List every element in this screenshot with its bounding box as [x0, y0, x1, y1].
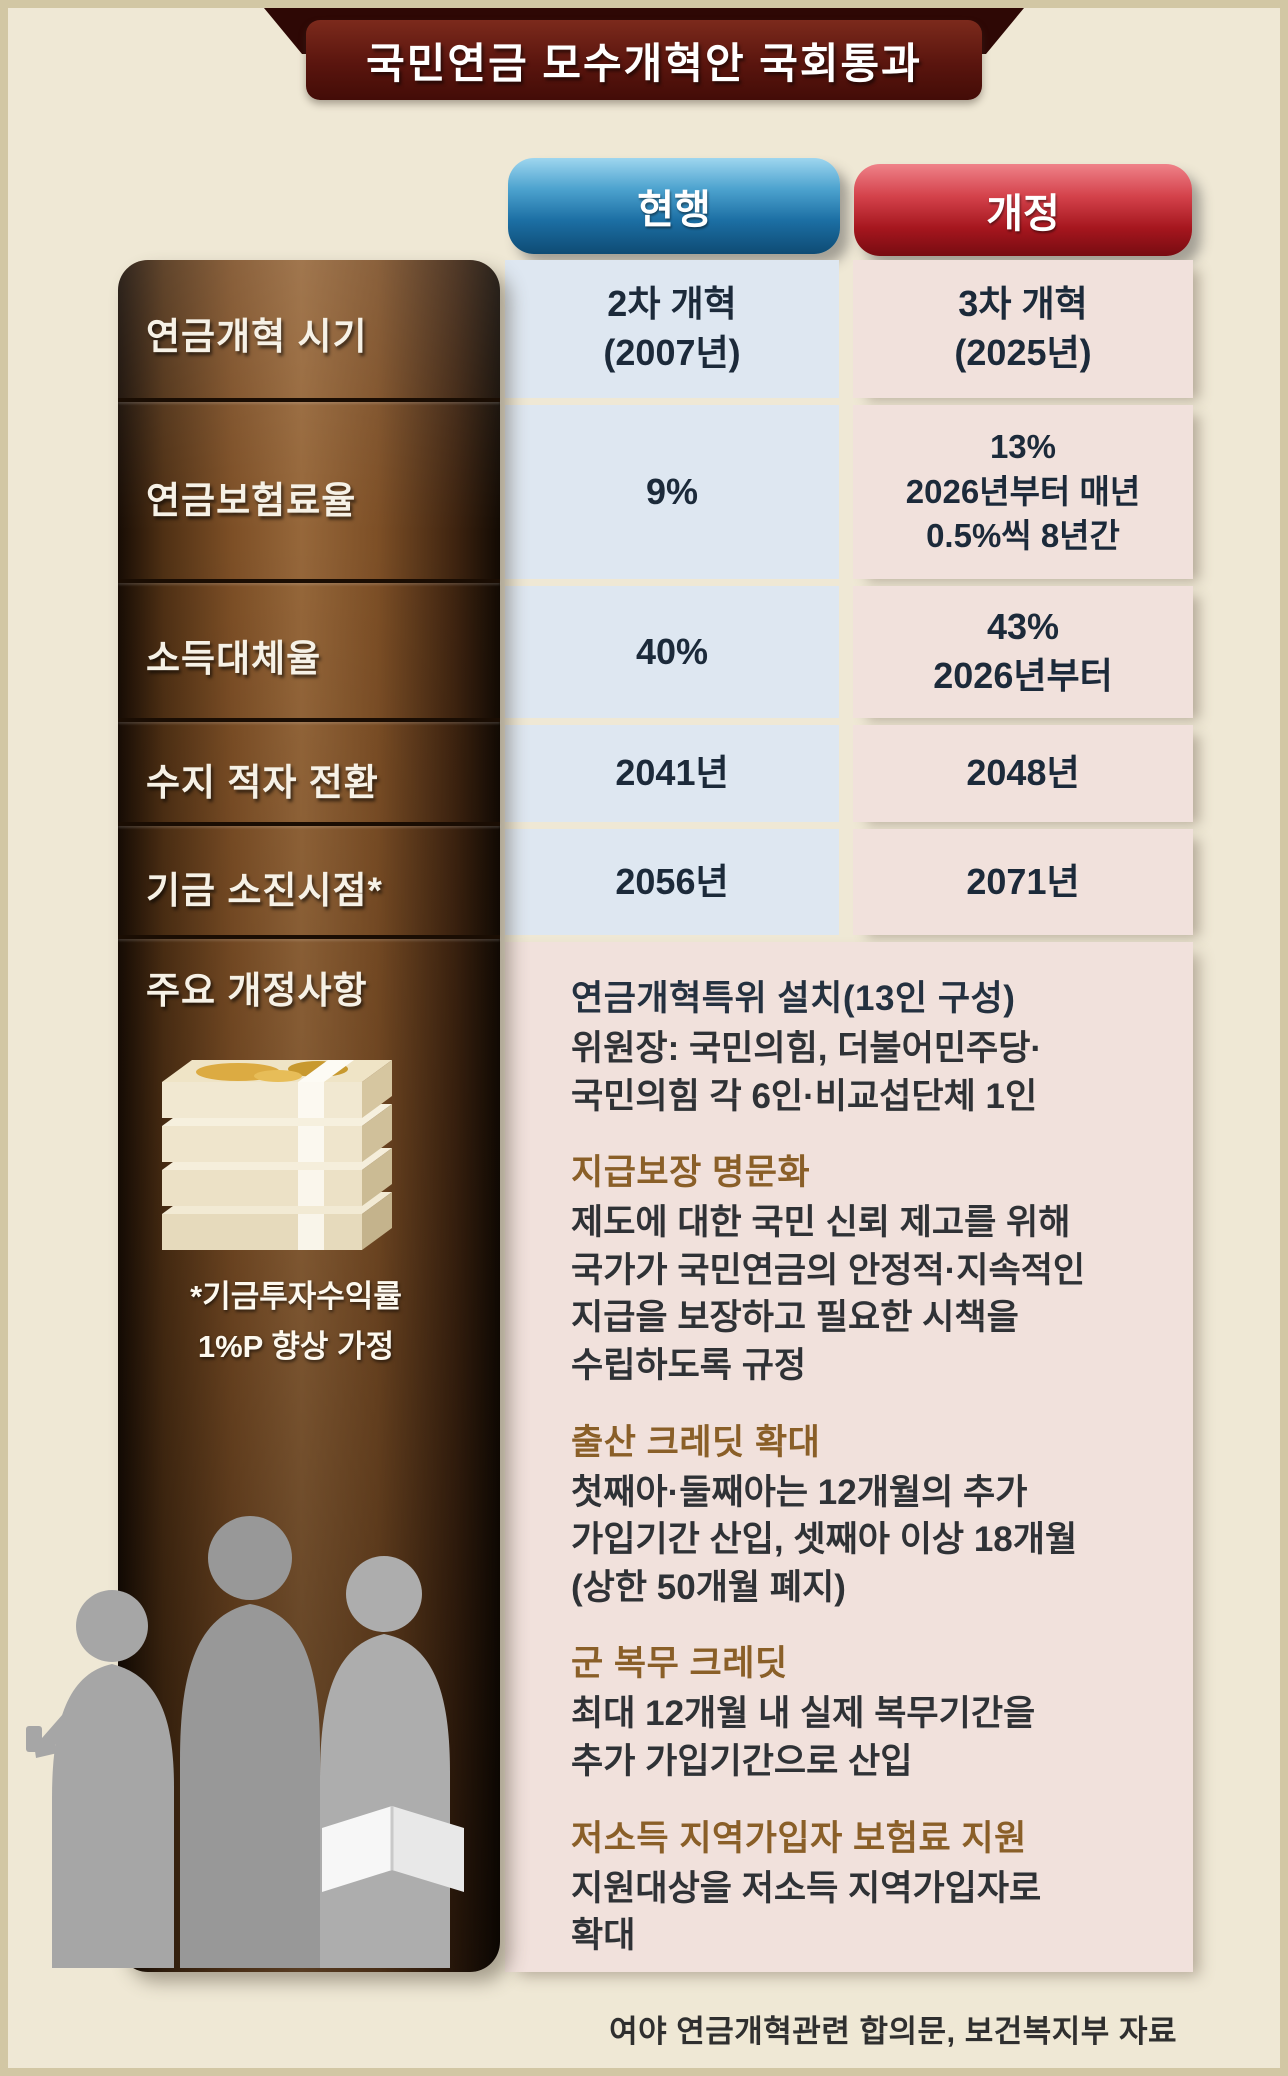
row-divider — [118, 718, 500, 722]
label-column: 연금개혁 시기 연금보험료율 소득대체율 수지 적자 전환 기금 소진시점* 주… — [118, 260, 500, 1972]
row-label: 기금 소진시점* — [146, 870, 383, 911]
amendments-panel: 연금개혁특위 설치(13인 구성) 위원장: 국민의힘, 더불어민주당· 국민의… — [505, 942, 1193, 1972]
cell-current: 2041년 — [505, 725, 839, 822]
row-label: 소득대체율 — [146, 638, 322, 679]
row-label: 연금개혁 시기 — [146, 316, 368, 357]
amendment-item: 연금개혁특위 설치(13인 구성) 위원장: 국민의힘, 더불어민주당· 국민의… — [571, 970, 1175, 1120]
amendment-heading: 지급보장 명문화 — [571, 1153, 811, 1193]
row-label: 수지 적자 전환 — [146, 762, 379, 803]
amendment-item: 지급보장 명문화 제도에 대한 국민 신뢰 제고를 위해 국가가 국민연금의 안… — [571, 1144, 1175, 1389]
source-credit: 여야 연금개혁관련 합의문, 보건복지부 자료 — [609, 2014, 1177, 2049]
cell-revised: 43% 2026년부터 — [853, 586, 1193, 718]
cell-revised: 13% 2026년부터 매년 0.5%씩 8년간 — [853, 405, 1193, 579]
cell-revised: 3차 개혁 (2025년) — [853, 260, 1193, 398]
row-divider — [118, 935, 500, 939]
amendment-body: 지원대상을 저소득 지역가입자로 확대 — [571, 1868, 1042, 1956]
people-silhouettes-illustration — [26, 1516, 464, 1968]
amendment-heading: 연금개혁특위 설치(13인 구성) — [571, 979, 1016, 1018]
amendment-body: 위원장: 국민의힘, 더불어민주당· 국민의힘 각 6인·비교섭단체 1인 — [571, 1029, 1043, 1116]
page-title: 국민연금 모수개혁안 국회통과 — [306, 20, 982, 100]
amendment-item: 출산 크레딧 확대 첫째아·둘째아는 12개월의 추가 가입기간 산입, 셋째아… — [571, 1414, 1175, 1612]
cell-revised: 2048년 — [853, 725, 1193, 822]
money-stack-illustration — [162, 1060, 392, 1250]
cell-current: 2056년 — [505, 829, 839, 935]
amendment-heading: 저소득 지역가입자 보험료 지원 — [571, 1818, 1027, 1858]
row-divider — [118, 579, 500, 583]
footnote: *기금투자수익률 1%P 향상 가정 — [190, 1279, 402, 1364]
amendment-heading: 군 복무 크레딧 — [571, 1644, 788, 1684]
row-divider — [118, 822, 500, 826]
column-header-revised: 개정 — [854, 164, 1192, 256]
cell-current: 2차 개혁 (2007년) — [505, 260, 839, 398]
cell-revised: 2071년 — [853, 829, 1193, 935]
amendment-item: 군 복무 크레딧 최대 12개월 내 실제 복무기간을 추가 가입기간으로 산입 — [571, 1635, 1175, 1785]
amendment-heading: 출산 크레딧 확대 — [571, 1422, 821, 1462]
row-label: 연금보험료율 — [146, 480, 357, 521]
amendment-body: 첫째아·둘째아는 12개월의 추가 가입기간 산입, 셋째아 이상 18개월 (… — [571, 1472, 1078, 1607]
amendment-body: 최대 12개월 내 실제 복무기간을 추가 가입기간으로 산입 — [571, 1694, 1036, 1781]
row-label: 주요 개정사항 — [146, 970, 368, 1011]
row-divider — [118, 398, 500, 402]
cell-current: 9% — [505, 405, 839, 579]
column-header-current: 현행 — [508, 158, 840, 254]
amendment-item: 저소득 지역가입자 보험료 지원 지원대상을 저소득 지역가입자로 확대 — [571, 1810, 1175, 1960]
amendment-body: 제도에 대한 국민 신뢰 제고를 위해 국가가 국민연금의 안정적·지속적인 지… — [571, 1203, 1086, 1385]
cell-current: 40% — [505, 586, 839, 718]
